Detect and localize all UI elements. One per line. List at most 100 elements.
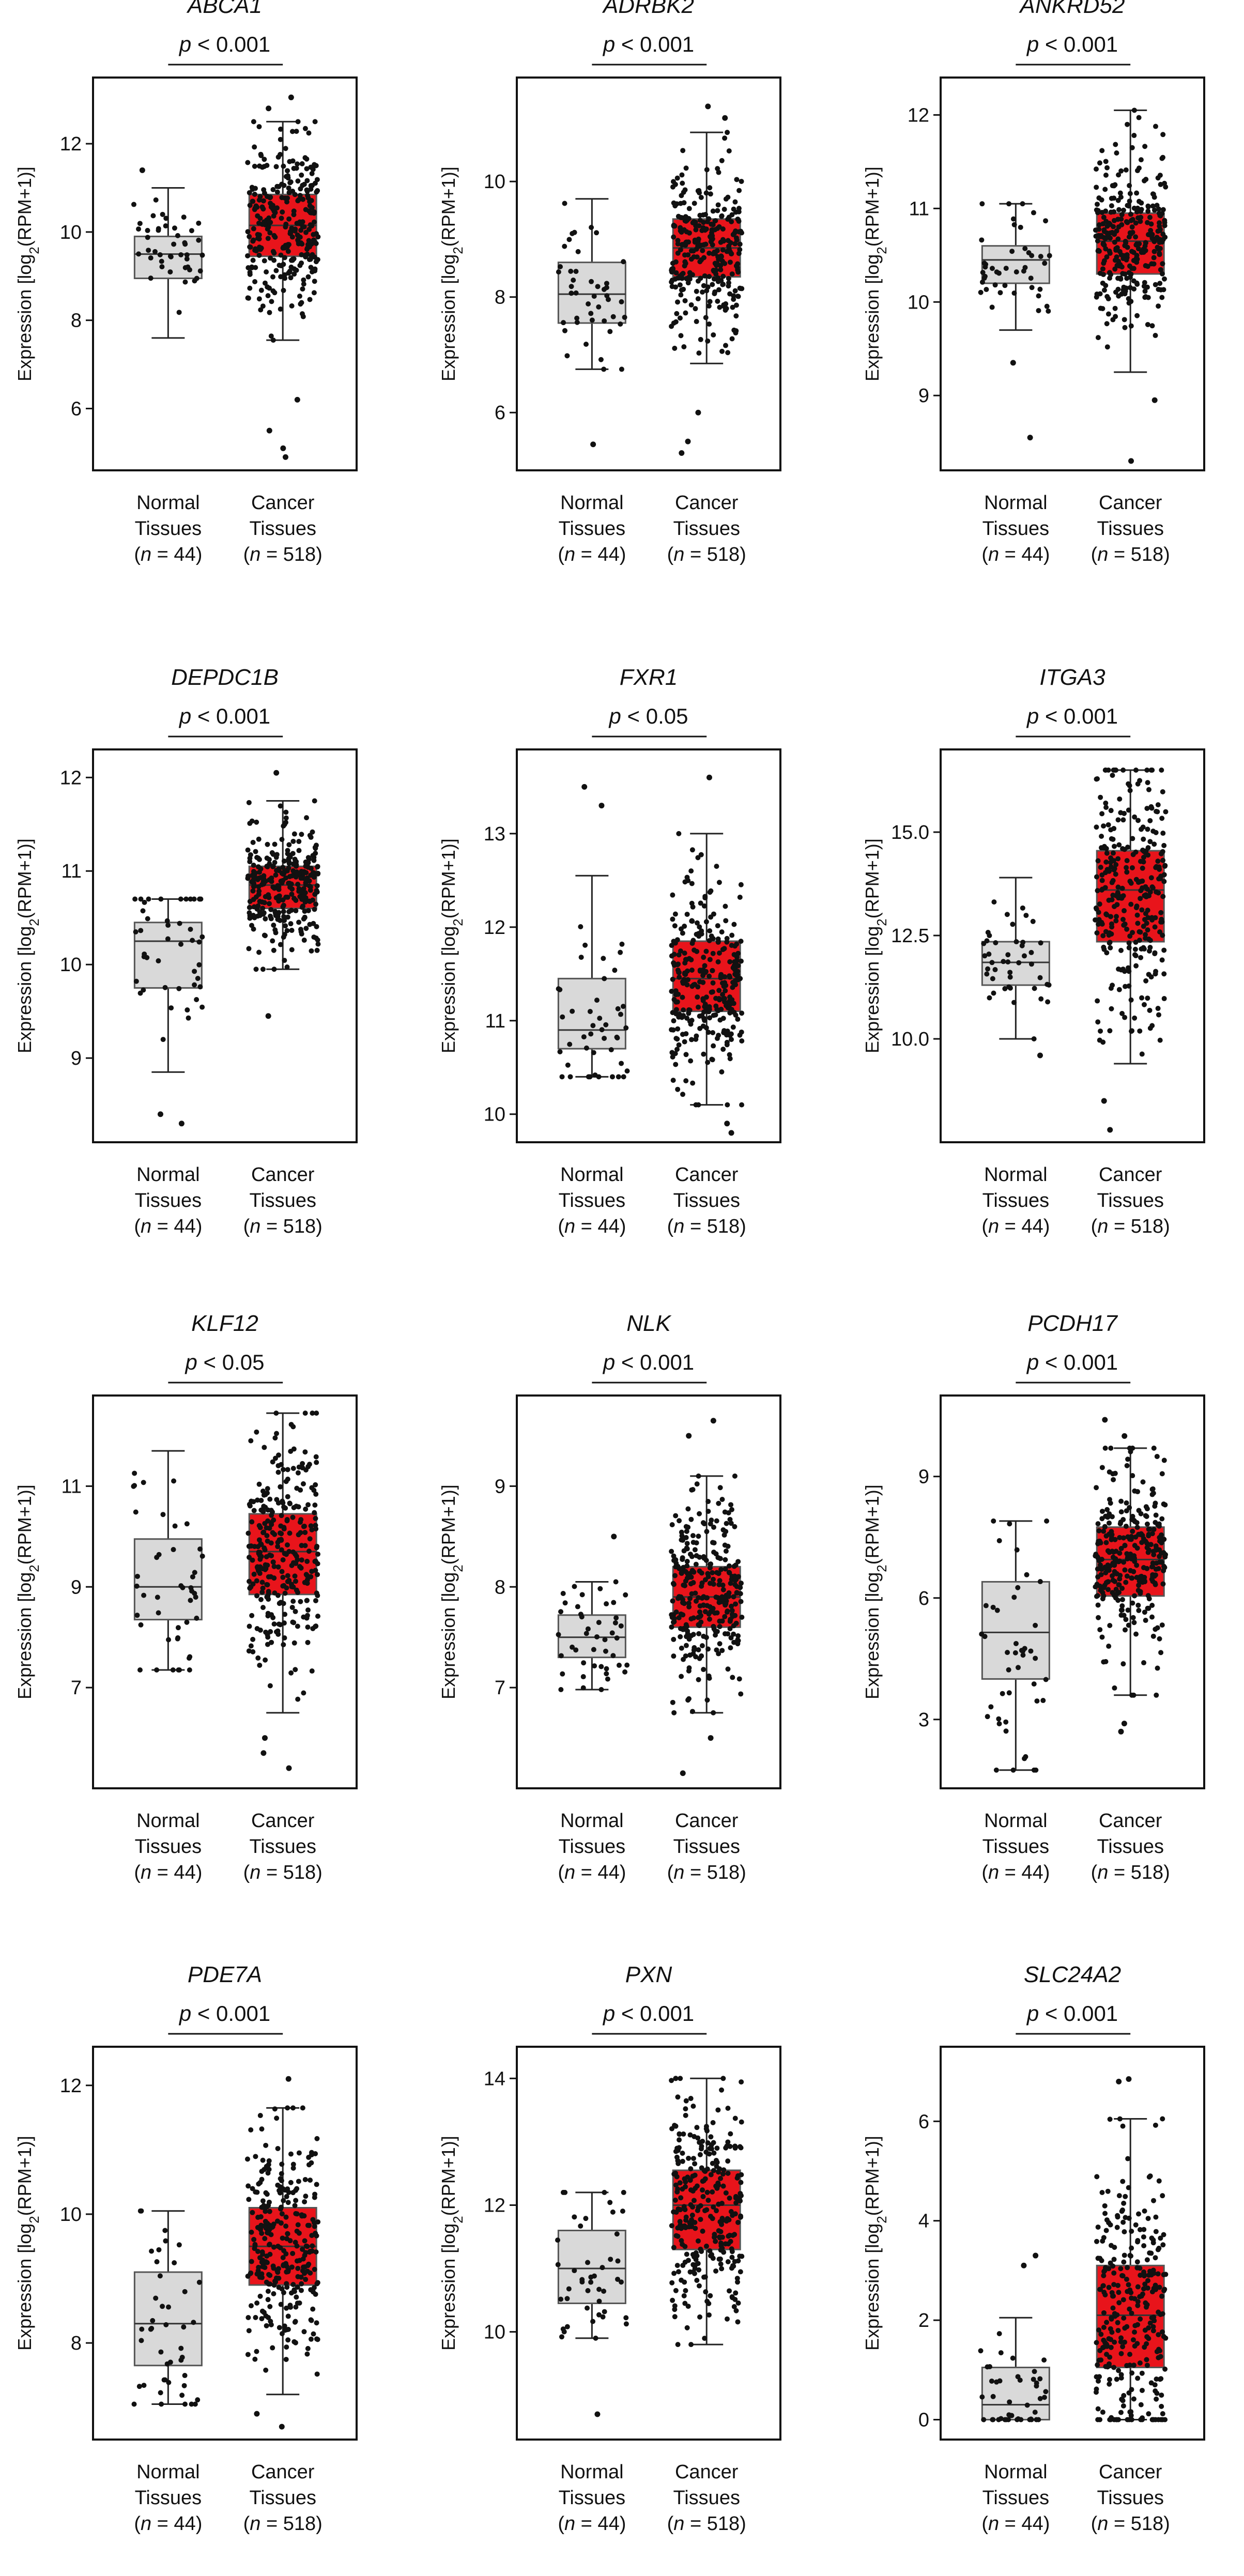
data-point bbox=[725, 2139, 731, 2145]
data-point bbox=[714, 1610, 720, 1616]
data-point bbox=[676, 952, 682, 958]
data-point bbox=[305, 1502, 311, 1508]
data-point bbox=[290, 1560, 296, 1566]
data-point bbox=[131, 202, 136, 207]
data-point bbox=[281, 1620, 287, 1626]
data-point bbox=[1100, 221, 1106, 227]
data-point bbox=[281, 2290, 286, 2295]
data-point bbox=[302, 1543, 308, 1548]
x-category-line1: Normal bbox=[136, 492, 199, 514]
data-point bbox=[1094, 1485, 1099, 1491]
data-point bbox=[1153, 2287, 1159, 2292]
data-point bbox=[1041, 2357, 1047, 2363]
data-point bbox=[300, 1481, 306, 1486]
data-point bbox=[1098, 1572, 1104, 1577]
data-point bbox=[168, 1005, 174, 1011]
outlier-point bbox=[724, 1121, 730, 1127]
data-point bbox=[711, 1013, 716, 1018]
data-point bbox=[1031, 2376, 1036, 2382]
data-points bbox=[132, 896, 205, 1127]
data-point bbox=[699, 928, 704, 934]
data-point bbox=[1118, 194, 1124, 200]
data-point bbox=[732, 1573, 738, 1579]
data-point bbox=[154, 1667, 160, 1673]
data-point bbox=[260, 303, 266, 309]
data-point bbox=[304, 178, 310, 183]
data-point bbox=[670, 2297, 675, 2303]
data-point bbox=[263, 2367, 269, 2373]
sample-size-value: = 518) bbox=[260, 1862, 322, 1883]
data-point bbox=[1130, 930, 1135, 936]
data-point bbox=[735, 1641, 741, 1647]
data-point bbox=[307, 203, 313, 209]
data-point bbox=[719, 1648, 725, 1653]
data-point bbox=[978, 2348, 984, 2354]
data-point bbox=[677, 2219, 683, 2225]
data-point bbox=[558, 1653, 564, 1659]
data-point bbox=[718, 2229, 724, 2234]
data-point bbox=[619, 2279, 624, 2285]
data-point bbox=[695, 243, 701, 249]
data-point bbox=[302, 1580, 308, 1585]
outlier-point bbox=[1021, 2262, 1027, 2268]
x-category-line2: Tissues bbox=[135, 518, 202, 540]
data-point bbox=[288, 230, 294, 236]
data-point bbox=[696, 1595, 701, 1601]
data-point bbox=[265, 1562, 270, 1568]
data-point bbox=[192, 1590, 197, 1596]
data-point bbox=[1109, 1529, 1114, 1535]
data-point bbox=[570, 1644, 575, 1650]
data-point bbox=[305, 193, 311, 198]
data-point bbox=[1102, 187, 1108, 192]
data-point bbox=[255, 2268, 261, 2274]
data-point bbox=[688, 2187, 694, 2193]
data-point bbox=[267, 2304, 273, 2309]
data-point bbox=[197, 984, 203, 990]
data-point bbox=[1141, 2234, 1146, 2240]
data-point bbox=[1151, 1527, 1157, 1532]
data-point bbox=[590, 2319, 596, 2324]
data-point bbox=[737, 241, 743, 247]
data-point bbox=[172, 1523, 178, 1529]
data-point bbox=[589, 224, 594, 230]
data-point bbox=[690, 1540, 696, 1545]
sample-size-n: n bbox=[1097, 1862, 1108, 1883]
data-point bbox=[685, 1506, 691, 1512]
data-point bbox=[1126, 234, 1132, 240]
data-point bbox=[622, 314, 627, 320]
data-point bbox=[259, 2316, 265, 2322]
outlier-point bbox=[260, 1750, 267, 1756]
data-point bbox=[285, 1476, 290, 1482]
data-point bbox=[304, 2244, 310, 2249]
data-point bbox=[185, 1007, 190, 1013]
data-point bbox=[279, 2171, 284, 2176]
data-point bbox=[674, 2263, 680, 2268]
y-axis-label-subscript: 2 bbox=[26, 1565, 42, 1572]
data-point bbox=[711, 2168, 716, 2173]
data-point bbox=[274, 183, 280, 189]
data-point bbox=[177, 921, 182, 926]
sample-size-n: n bbox=[141, 1216, 151, 1237]
plot-frame bbox=[92, 1394, 358, 1789]
sample-size-n: n bbox=[564, 544, 575, 565]
data-point bbox=[1101, 2325, 1107, 2330]
data-point bbox=[1108, 860, 1113, 865]
data-point bbox=[710, 208, 716, 214]
data-point bbox=[697, 2152, 703, 2157]
data-point bbox=[710, 2160, 715, 2166]
data-point bbox=[1111, 2270, 1117, 2276]
sample-size-n: n bbox=[141, 1862, 151, 1883]
data-point bbox=[1155, 175, 1161, 181]
data-point bbox=[694, 288, 699, 294]
data-point bbox=[247, 190, 252, 195]
data-point bbox=[673, 284, 679, 290]
data-point bbox=[1022, 246, 1028, 251]
pvalue-label: p < 0.001 bbox=[602, 1350, 694, 1374]
data-point bbox=[1099, 1465, 1105, 1470]
data-point bbox=[675, 299, 681, 305]
data-point bbox=[1115, 275, 1121, 281]
x-category-line2: Tissues bbox=[982, 2487, 1050, 2509]
data-point bbox=[672, 203, 678, 209]
data-point bbox=[690, 2156, 696, 2161]
data-point bbox=[1156, 2417, 1161, 2422]
